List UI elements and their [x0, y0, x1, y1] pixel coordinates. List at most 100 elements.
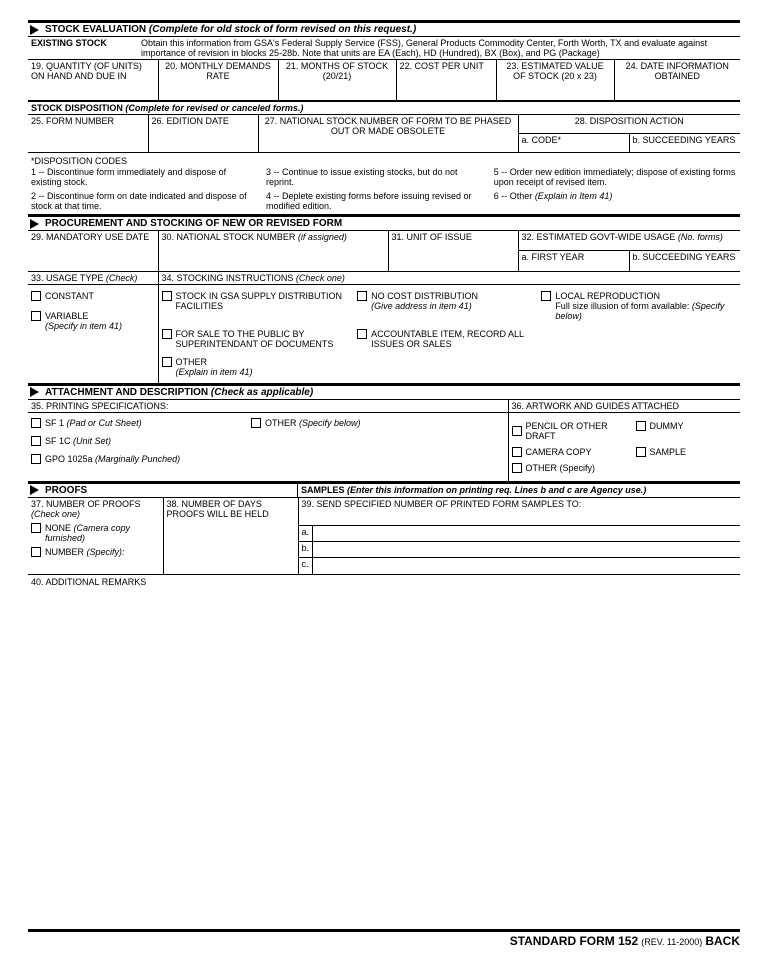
field-28: 28. DISPOSITION ACTION — [518, 115, 740, 134]
field-21: 21. MONTHS OF STOCK (20/21) — [278, 60, 396, 100]
field-30i: (if assigned) — [298, 232, 347, 242]
procure-header: PROCUREMENT AND STOCKING OF NEW OR REVIS… — [28, 214, 740, 231]
footer-form: STANDARD FORM 152 — [510, 934, 638, 948]
code-5: 5 -- Order new edition immediately; disp… — [491, 166, 740, 190]
attach-note: (Check as applicable) — [211, 387, 313, 398]
field-30: 30. NATIONAL STOCK NUMBER — [162, 232, 296, 242]
opt-other35i: (Specify below) — [299, 418, 361, 428]
opt-pencil: PENCIL OR OTHER DRAFT — [526, 421, 636, 441]
opt-camera: CAMERA COPY — [526, 447, 592, 457]
existing-stock-label: EXISTING STOCK — [28, 37, 138, 60]
field-36: 36. ARTWORK AND GUIDES ATTACHED — [508, 400, 740, 413]
chk-account[interactable] — [357, 329, 367, 339]
field-22: 22. COST PER UNIT — [396, 60, 496, 100]
opt-sf1: SF 1 — [45, 418, 64, 428]
chk-dummy[interactable] — [636, 421, 646, 431]
field-27: 27. NATIONAL STOCK NUMBER OF FORM TO BE … — [258, 115, 518, 153]
chk-constant[interactable] — [31, 291, 41, 301]
field-23: 23. ESTIMATED VALUE OF STOCK (20 x 23) — [496, 60, 614, 100]
proofs-samples-header: PROOFS SAMPLES (Enter this information o… — [28, 481, 740, 498]
code-4: 4 -- Deplete existing forms before issui… — [263, 190, 491, 212]
field-38: 38. NUMBER OF DAYS PROOFS WILL BE HELD — [163, 498, 298, 575]
opt-constant: CONSTANT — [45, 291, 94, 301]
field-28b: b. SUCCEEDING YEARS — [629, 133, 740, 152]
opt-nocost: NO COST DISTRIBUTION — [371, 291, 478, 301]
opt-local: LOCAL REPRODUCTION — [555, 291, 660, 301]
chk-sf1c[interactable] — [31, 436, 41, 446]
field-37i: (Check one) — [31, 509, 80, 519]
code-3: 3 -- Continue to issue existing stocks, … — [263, 166, 491, 190]
opt-none: NONE — [45, 523, 71, 533]
field-32b: b. SUCCEEDING YEARS — [629, 251, 740, 271]
row-c-val[interactable] — [313, 558, 741, 574]
procure-title: PROCUREMENT AND STOCKING OF NEW OR REVIS… — [45, 218, 342, 229]
opt-other36: OTHER (Specify) — [526, 463, 596, 473]
chk-forsale[interactable] — [162, 329, 172, 339]
stock-eval-note: (Complete for old stock of form revised … — [149, 24, 416, 35]
chk-camera[interactable] — [512, 447, 522, 457]
footer: STANDARD FORM 152 (REV. 11-2000) BACK — [28, 932, 740, 948]
triangle-icon — [30, 219, 39, 229]
field-25: 25. FORM NUMBER — [28, 115, 148, 153]
field-37: 37. NUMBER OF PROOFS — [31, 499, 141, 509]
opt-forsale: FOR SALE TO THE PUBLIC BY SUPERINTENDANT… — [176, 329, 352, 349]
chk-gpo[interactable] — [31, 454, 41, 464]
attach-header: ATTACHMENT AND DESCRIPTION (Check as app… — [28, 383, 740, 400]
chk-number[interactable] — [31, 547, 41, 557]
code-6i: (Explain in Item 41) — [535, 191, 613, 201]
proofs-title: PROOFS — [45, 485, 87, 496]
row-b: b. — [299, 542, 313, 558]
opt-other34-i: (Explain in item 41) — [176, 367, 253, 377]
chk-other35[interactable] — [251, 418, 261, 428]
footer-back: BACK — [705, 934, 740, 948]
field-34i: (Check one) — [296, 273, 345, 283]
chk-other34[interactable] — [162, 357, 172, 367]
field-20: 20. MONTHLY DEMANDS RATE — [158, 60, 278, 100]
code-6: 6 -- Other — [494, 191, 533, 201]
chk-variable[interactable] — [31, 311, 41, 321]
attach-title: ATTACHMENT AND DESCRIPTION — [45, 387, 208, 398]
field-35: 35. PRINTING SPECIFICATIONS: — [28, 400, 508, 413]
field-40: 40. ADDITIONAL REMARKS — [28, 575, 740, 589]
chk-pencil[interactable] — [512, 426, 522, 436]
chk-sf1[interactable] — [31, 418, 41, 428]
row-a-val[interactable] — [313, 526, 741, 542]
opt-numberi: (Specify): — [87, 547, 125, 557]
samples-title: SAMPLES — [301, 485, 345, 495]
samples-note: (Enter this information on printing req.… — [347, 485, 646, 495]
stock-disp-title: STOCK DISPOSITION — [31, 103, 123, 113]
opt-sf1c: SF 1C — [45, 436, 71, 446]
opt-dummy: DUMMY — [650, 421, 684, 431]
field-33: 33. USAGE TYPE — [31, 273, 103, 283]
chk-none[interactable] — [31, 523, 41, 533]
field-29: 29. MANDATORY USE DATE — [28, 231, 158, 271]
field-26: 26. EDITION DATE — [148, 115, 258, 153]
code-2: 2 -- Discontinue form on date indicated … — [28, 190, 263, 212]
opt-other34: OTHER — [176, 357, 208, 367]
chk-other36[interactable] — [512, 463, 522, 473]
field-19: 19. QUANTITY (OF UNITS) ON HAND AND DUE … — [28, 60, 158, 100]
chk-nocost[interactable] — [357, 291, 367, 301]
field-31: 31. UNIT OF ISSUE — [388, 231, 518, 271]
field-32i: (No. forms) — [678, 232, 723, 242]
existing-stock-text: Obtain this information from GSA's Feder… — [138, 37, 740, 60]
opt-gpoi: (Marginally Punched) — [95, 454, 180, 464]
opt-sf1ci: (Unit Set) — [73, 436, 111, 446]
chk-local[interactable] — [541, 291, 551, 301]
field-33i: (Check) — [106, 273, 138, 283]
opt-local-i: Full size illusion of form available: (S… — [555, 301, 724, 321]
field-24: 24. DATE INFORMATION OBTAINED — [614, 60, 740, 100]
row-b-val[interactable] — [313, 542, 741, 558]
code-1: 1 -- Discontinue form immediately and di… — [28, 166, 263, 190]
field-28a: a. CODE* — [518, 133, 629, 152]
chk-stock-gsa[interactable] — [162, 291, 172, 301]
opt-sample: SAMPLE — [650, 447, 687, 457]
stock-eval-header: STOCK EVALUATION (Complete for old stock… — [28, 20, 740, 37]
chk-sample[interactable] — [636, 447, 646, 457]
opt-sf1i: (Pad or Cut Sheet) — [67, 418, 142, 428]
opt-gpo: GPO 1025a — [45, 454, 93, 464]
triangle-icon — [30, 387, 39, 397]
row-a: a. — [299, 526, 313, 542]
opt-number: NUMBER — [45, 547, 84, 557]
opt-variable: VARIABLE — [45, 311, 88, 321]
